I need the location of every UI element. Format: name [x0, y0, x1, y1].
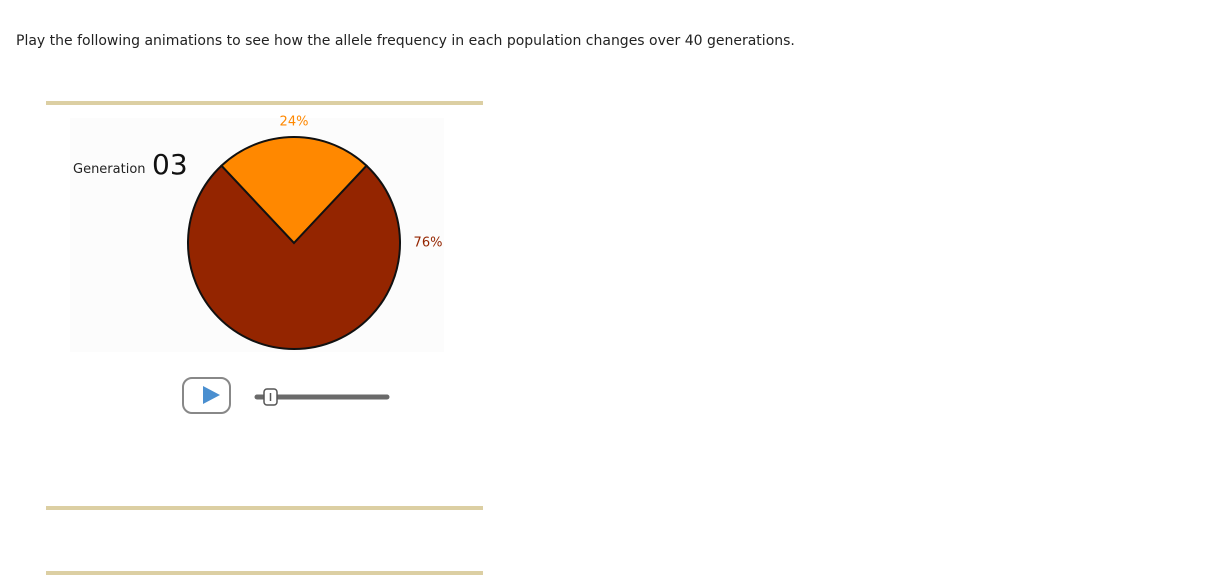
play-icon[interactable]: [203, 386, 220, 404]
instruction: Play the following animations to see how…: [16, 33, 795, 49]
divider: [46, 506, 483, 510]
generation-label: Generation: [73, 162, 146, 177]
generation-number: 03: [152, 148, 188, 181]
divider: [46, 571, 483, 575]
divider: [46, 101, 483, 105]
pie-slice: [187, 164, 401, 350]
pie-chart: 24% 76%: [187, 115, 443, 350]
slice-label: 24%: [280, 115, 309, 130]
slice-label: 76%: [414, 236, 443, 251]
play-button[interactable]: [182, 377, 231, 414]
pie-slice: [220, 136, 368, 245]
slider[interactable]: [254, 388, 390, 406]
